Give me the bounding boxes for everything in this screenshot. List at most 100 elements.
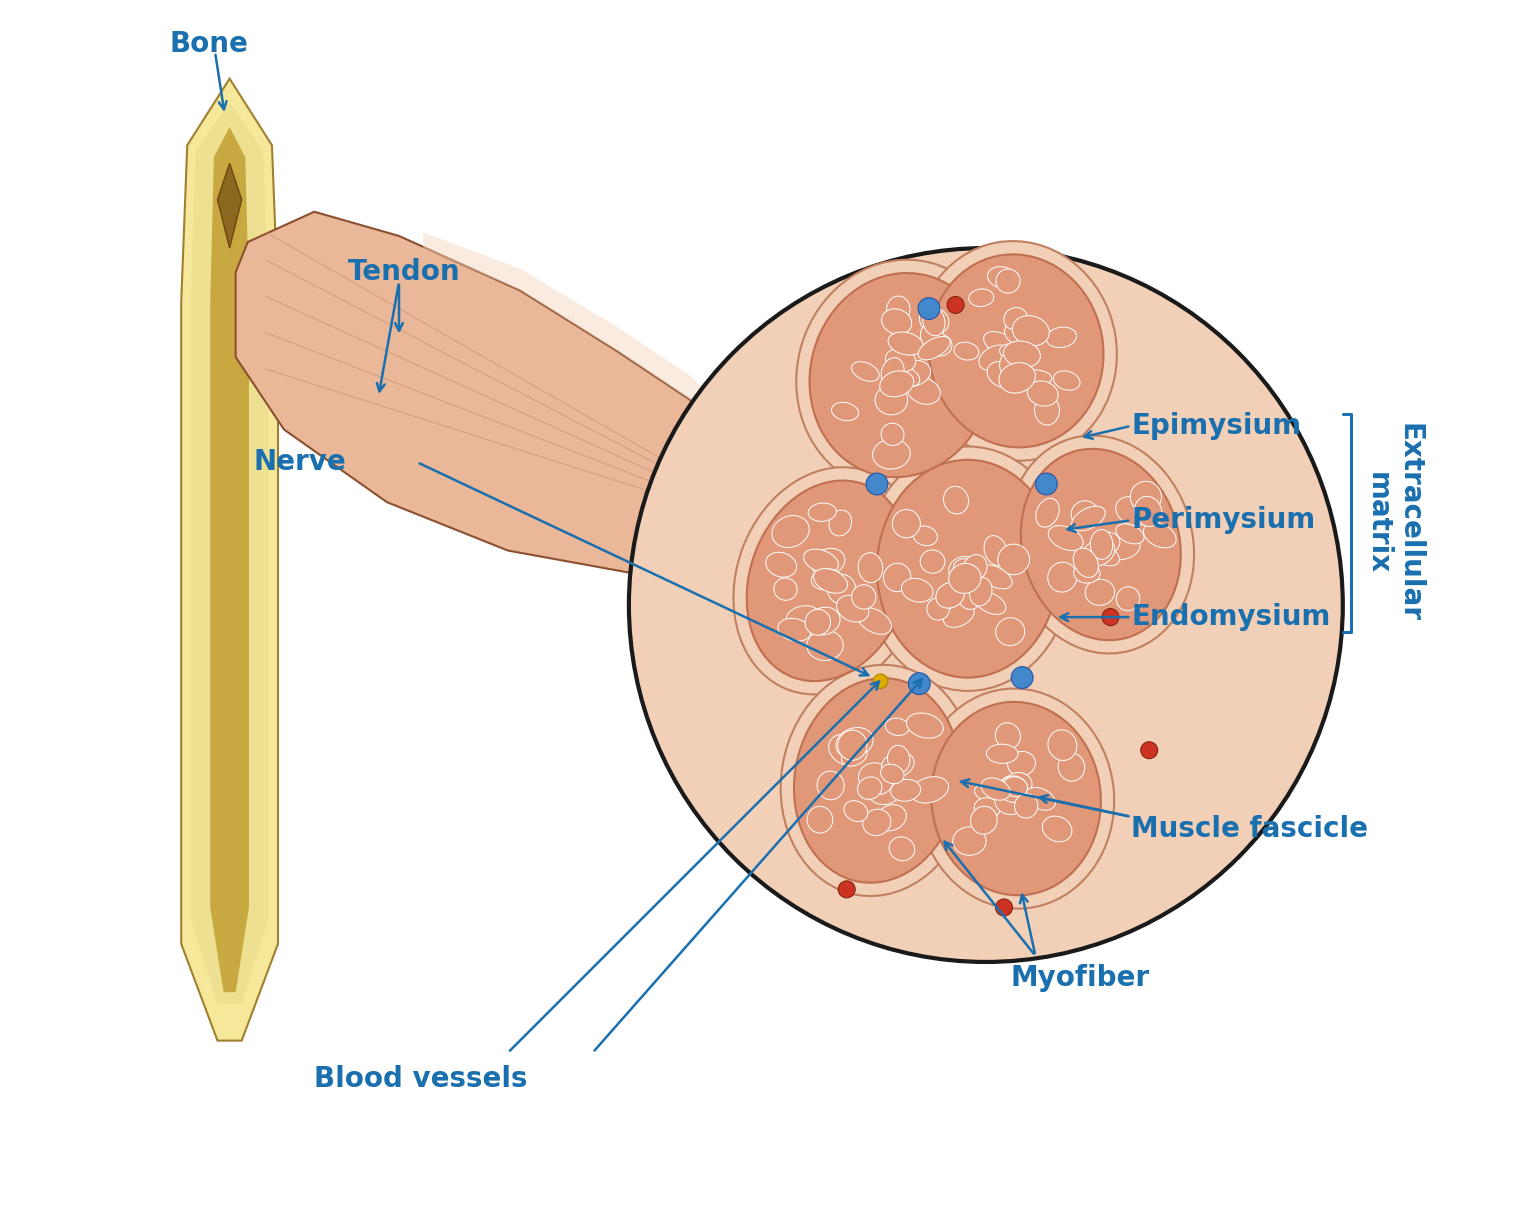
Ellipse shape <box>808 607 840 635</box>
Ellipse shape <box>998 544 1030 575</box>
Ellipse shape <box>771 515 809 547</box>
Ellipse shape <box>811 548 844 576</box>
Ellipse shape <box>995 618 1024 646</box>
Ellipse shape <box>1021 449 1181 640</box>
Ellipse shape <box>774 578 797 600</box>
Ellipse shape <box>885 718 910 736</box>
Ellipse shape <box>1073 564 1100 583</box>
Ellipse shape <box>1049 525 1084 551</box>
Ellipse shape <box>881 358 904 387</box>
Ellipse shape <box>835 727 873 757</box>
Ellipse shape <box>805 610 831 635</box>
Ellipse shape <box>974 797 1000 819</box>
Ellipse shape <box>837 595 869 622</box>
Ellipse shape <box>1042 816 1071 842</box>
Ellipse shape <box>1082 538 1116 566</box>
Ellipse shape <box>1003 786 1027 808</box>
Ellipse shape <box>1090 530 1113 559</box>
Ellipse shape <box>907 713 943 738</box>
Ellipse shape <box>1015 794 1038 818</box>
Ellipse shape <box>1036 499 1059 528</box>
Text: Blood vessels: Blood vessels <box>314 1065 527 1094</box>
Ellipse shape <box>864 446 1071 691</box>
Ellipse shape <box>978 565 1012 589</box>
Ellipse shape <box>995 786 1026 814</box>
Ellipse shape <box>852 362 879 381</box>
Text: Muscle fascicle: Muscle fascicle <box>1131 814 1369 843</box>
Ellipse shape <box>780 664 974 897</box>
Ellipse shape <box>879 370 914 397</box>
Ellipse shape <box>794 678 960 883</box>
Ellipse shape <box>927 598 949 621</box>
Ellipse shape <box>858 762 893 795</box>
Circle shape <box>908 673 930 695</box>
Ellipse shape <box>1003 777 1027 796</box>
Ellipse shape <box>901 578 933 603</box>
Ellipse shape <box>863 809 892 836</box>
Ellipse shape <box>994 358 1029 379</box>
Ellipse shape <box>1053 370 1081 390</box>
Ellipse shape <box>1085 580 1114 605</box>
Ellipse shape <box>796 260 1006 490</box>
Text: Extracellular
matrix: Extracellular matrix <box>1364 424 1423 622</box>
Ellipse shape <box>881 309 911 334</box>
Ellipse shape <box>1000 348 1029 379</box>
Ellipse shape <box>1116 587 1140 611</box>
Ellipse shape <box>1143 523 1177 548</box>
Ellipse shape <box>777 618 811 641</box>
Ellipse shape <box>1007 751 1035 776</box>
Ellipse shape <box>988 266 1018 288</box>
Ellipse shape <box>931 702 1100 895</box>
Ellipse shape <box>928 254 1103 448</box>
Circle shape <box>917 298 940 319</box>
Ellipse shape <box>828 575 856 604</box>
Ellipse shape <box>1000 776 1027 802</box>
Ellipse shape <box>881 765 904 784</box>
Ellipse shape <box>971 806 997 834</box>
Polygon shape <box>181 79 277 1041</box>
Ellipse shape <box>888 332 924 355</box>
Ellipse shape <box>844 801 867 822</box>
Ellipse shape <box>1026 788 1056 811</box>
Ellipse shape <box>876 460 1059 678</box>
Ellipse shape <box>1071 506 1105 531</box>
Ellipse shape <box>858 553 882 583</box>
Ellipse shape <box>1001 777 1026 796</box>
Ellipse shape <box>981 778 1010 800</box>
Ellipse shape <box>920 551 945 574</box>
Ellipse shape <box>1004 772 1032 796</box>
Ellipse shape <box>809 273 992 477</box>
Ellipse shape <box>873 439 910 469</box>
Ellipse shape <box>817 771 844 800</box>
Ellipse shape <box>1004 316 1042 345</box>
Ellipse shape <box>969 577 992 606</box>
Ellipse shape <box>885 348 916 371</box>
Ellipse shape <box>1090 544 1120 566</box>
Ellipse shape <box>943 486 969 514</box>
Ellipse shape <box>920 323 945 353</box>
Ellipse shape <box>978 345 1010 370</box>
Text: Bone: Bone <box>169 30 248 58</box>
Ellipse shape <box>858 777 882 800</box>
Ellipse shape <box>952 826 986 855</box>
Ellipse shape <box>963 554 988 581</box>
Ellipse shape <box>974 784 1007 803</box>
Ellipse shape <box>838 730 867 760</box>
Circle shape <box>866 473 888 495</box>
Ellipse shape <box>917 336 951 359</box>
Ellipse shape <box>988 362 1018 387</box>
Ellipse shape <box>876 805 907 831</box>
Ellipse shape <box>995 269 1020 293</box>
Ellipse shape <box>1135 496 1161 526</box>
Ellipse shape <box>1116 496 1151 525</box>
Ellipse shape <box>975 592 1006 615</box>
Ellipse shape <box>948 557 980 583</box>
Ellipse shape <box>954 342 978 361</box>
Ellipse shape <box>943 604 974 627</box>
Ellipse shape <box>890 779 920 801</box>
Ellipse shape <box>925 334 952 356</box>
Ellipse shape <box>1102 534 1140 560</box>
Ellipse shape <box>829 511 852 536</box>
Ellipse shape <box>884 563 911 592</box>
Ellipse shape <box>733 467 924 695</box>
